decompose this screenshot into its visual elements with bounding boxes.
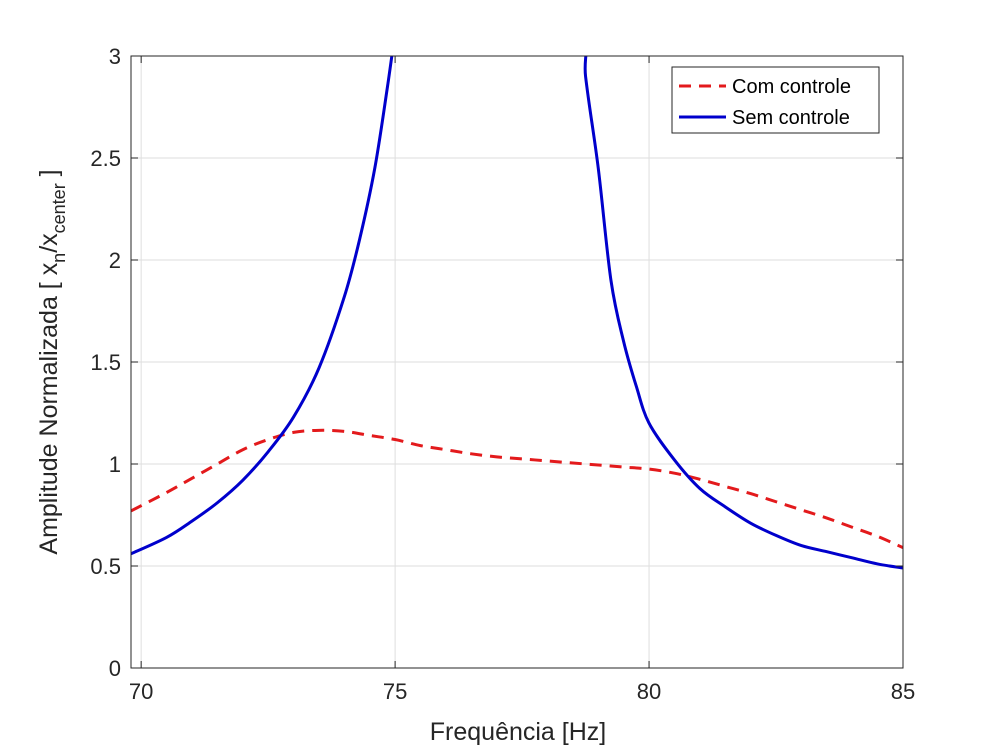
y-tick-label: 1.5 bbox=[90, 350, 121, 375]
x-tick-label: 70 bbox=[129, 679, 153, 704]
y-tick-label: 3 bbox=[109, 44, 121, 69]
x-tick-label: 85 bbox=[891, 679, 915, 704]
y-axis-label: Amplitude Normalizada [ xn/xcenter ] bbox=[35, 169, 69, 554]
y-axis-label-sub-center: center bbox=[49, 183, 69, 233]
axis-ticks: 70 75 80 85 0 0.5 1 1.5 2 2.5 3 bbox=[90, 44, 915, 704]
x-tick-label: 80 bbox=[637, 679, 661, 704]
y-tick-label: 1 bbox=[109, 452, 121, 477]
y-axis-label-sub-n: n bbox=[49, 253, 69, 263]
y-axis-label-suffix: ] bbox=[35, 169, 63, 183]
y-tick-label: 0 bbox=[109, 656, 121, 681]
series-line-sem-controle bbox=[131, 56, 903, 570]
y-axis-label-prefix: Amplitude Normalizada [ x bbox=[35, 262, 63, 554]
y-tick-label: 2 bbox=[109, 248, 121, 273]
legend-box bbox=[671, 66, 880, 134]
series-line-com-controle bbox=[131, 428, 903, 550]
series-layer bbox=[131, 56, 903, 570]
legend-label-com-controle: Com controle bbox=[732, 76, 851, 98]
y-tick-label: 0.5 bbox=[90, 554, 121, 579]
legend-label-sem-controle: Sem controle bbox=[732, 107, 850, 129]
x-axis-label: Frequência [Hz] bbox=[430, 718, 606, 746]
legend: Com controle Sem controle bbox=[671, 66, 880, 134]
y-tick-label: 2.5 bbox=[90, 146, 121, 171]
x-tick-label: 75 bbox=[383, 679, 407, 704]
y-axis-label-mid: /x bbox=[35, 233, 63, 253]
